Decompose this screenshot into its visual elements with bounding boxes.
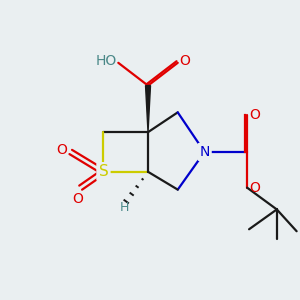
Polygon shape bbox=[146, 85, 151, 132]
Text: O: O bbox=[250, 108, 260, 122]
Text: H: H bbox=[120, 201, 129, 214]
Text: HO: HO bbox=[96, 54, 117, 68]
Text: O: O bbox=[250, 181, 260, 195]
Text: O: O bbox=[72, 191, 83, 206]
Text: N: N bbox=[199, 145, 210, 159]
Text: O: O bbox=[56, 143, 67, 157]
Text: S: S bbox=[99, 164, 108, 179]
Text: O: O bbox=[179, 54, 190, 68]
